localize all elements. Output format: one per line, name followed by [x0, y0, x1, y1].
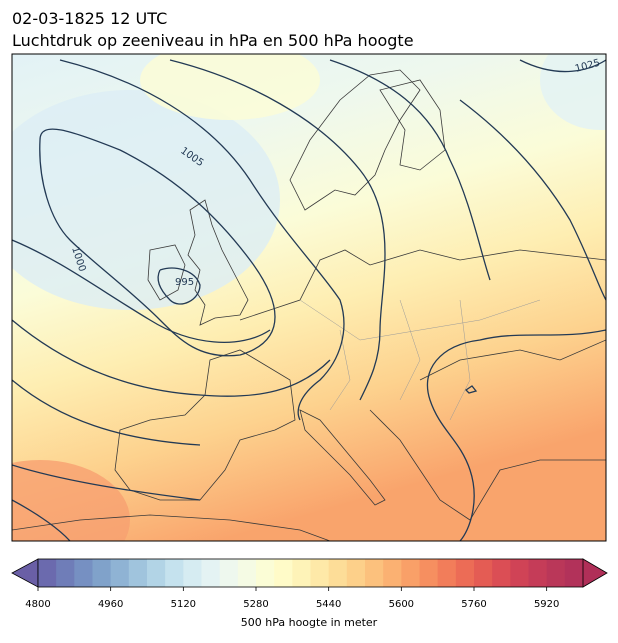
coastline [114, 349, 296, 501]
colorbar-segment [474, 559, 493, 587]
colorbar-tick-label: 4800 [25, 599, 50, 610]
colorbar-segment [201, 559, 221, 587]
isobar [12, 319, 331, 397]
colorbar-tick-label: 5760 [461, 599, 486, 610]
coastline [369, 409, 606, 521]
colorbar-segment [328, 559, 348, 587]
coastline [12, 514, 331, 541]
isobar [157, 267, 201, 305]
colorbar-segment [310, 559, 330, 587]
colorbar-tick-label: 5280 [243, 599, 268, 610]
border [299, 299, 541, 421]
colorbar [11, 558, 608, 591]
colorbar-segment [92, 559, 112, 587]
isobar [39, 128, 276, 357]
colorbar-extend-low [11, 558, 39, 588]
subtitle: Luchtdruk op zeeniveau in hPa en 500 hPa… [12, 31, 414, 50]
colorbar-segment [74, 559, 93, 587]
map: 1005 1000 995 1025 [12, 54, 606, 541]
isobar [169, 59, 386, 401]
coastline [239, 249, 606, 321]
coastline [289, 69, 421, 211]
colorbar-extend-high [582, 558, 608, 588]
colorbar-segment [455, 559, 475, 587]
isobar [464, 385, 478, 394]
isobar [329, 59, 491, 281]
title: 02-03-1825 12 UTC [12, 9, 167, 28]
colorbar-segment [564, 559, 584, 587]
colorbar-segment [56, 559, 75, 587]
colorbar-segment [546, 559, 566, 587]
colorbar-segment [274, 559, 293, 587]
contour-label: 995 [175, 277, 194, 288]
colorbar-segment [128, 559, 148, 587]
isobar [459, 99, 606, 301]
coastline [187, 199, 249, 326]
colorbar-segment [419, 559, 439, 587]
colorbar-segment [110, 559, 130, 587]
colorbar-segment [38, 559, 57, 587]
colorbar-tick-label: 4960 [98, 599, 123, 610]
colorbar-label: 500 hPa hoogte in meter [241, 616, 378, 629]
colorbar-segment [510, 559, 529, 587]
colorbar-segment [256, 559, 275, 587]
colorbar-segment [437, 559, 457, 587]
isobar [12, 379, 201, 446]
isobar [519, 59, 606, 73]
colorbar-tick-label: 5600 [389, 599, 414, 610]
ridge-area [140, 54, 320, 120]
colorbar-segment [401, 559, 420, 587]
coastline [147, 244, 186, 301]
isobar [12, 464, 201, 501]
coastline [299, 409, 386, 506]
colorbar-frame [37, 558, 584, 588]
colorbar-segment [365, 559, 384, 587]
colorbar-segment [292, 559, 311, 587]
colorbar-segment [165, 559, 184, 587]
colorbar-tick-label: 5440 [316, 599, 341, 610]
isobar [12, 239, 271, 343]
low-height-area [12, 90, 280, 310]
colorbar-segment [183, 559, 202, 587]
isobar [12, 499, 71, 541]
colorbar-segment [346, 559, 366, 587]
colorbar-segment [492, 559, 511, 587]
colorbar-tick-label: 5120 [171, 599, 196, 610]
isobar [426, 329, 606, 541]
high-height-area [12, 460, 130, 541]
colorbar-segment [383, 559, 402, 587]
isobar [59, 59, 345, 421]
colorbar-segment [528, 559, 548, 587]
low-height-area [540, 54, 606, 130]
colorbar-segment [147, 559, 166, 587]
map-frame [11, 53, 607, 542]
colorbar-segment [219, 559, 239, 587]
colorbar-tick-label: 5920 [534, 599, 559, 610]
coastline [419, 339, 606, 381]
coastline [379, 79, 446, 171]
colorbar-segment [237, 559, 257, 587]
